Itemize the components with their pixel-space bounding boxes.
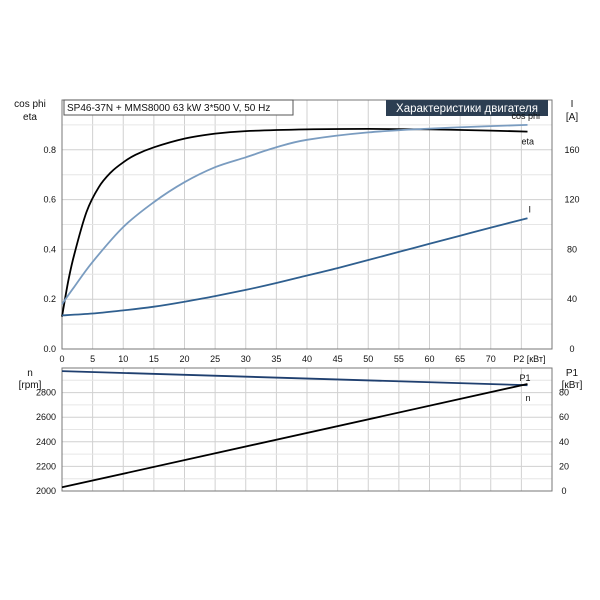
x-tick-label: 10 bbox=[118, 354, 128, 364]
y-right-tick-label: 160 bbox=[564, 145, 579, 155]
bottom-left-axis-label-n: n bbox=[27, 368, 33, 379]
bottom-right-axis-label-p1: P1 bbox=[566, 368, 579, 379]
y2-left-tick-label: 2400 bbox=[36, 437, 56, 447]
top-plot-frame bbox=[61, 99, 553, 350]
bottom-chart-grid bbox=[62, 368, 552, 491]
bottom-chart-series bbox=[61, 370, 528, 489]
left-axis-label-cosphi: cos phi bbox=[14, 99, 46, 110]
series-line-cos-phi bbox=[61, 124, 528, 305]
chart-title-box bbox=[386, 100, 548, 116]
series-label-cos-phi: cos phi bbox=[512, 111, 541, 121]
y2-left-tick-label: 2600 bbox=[36, 412, 56, 422]
chart-title: Характеристики двигателя bbox=[396, 103, 538, 115]
x-tick-label: P2 [кВт] bbox=[513, 354, 545, 364]
x-tick-label: 65 bbox=[455, 354, 465, 364]
y2-left-tick-label: 2200 bbox=[36, 461, 56, 471]
y2-right-tick-label: 0 bbox=[561, 486, 566, 496]
model-label: SP46-37N + MMS8000 63 kW 3*500 V, 50 Hz bbox=[67, 103, 270, 114]
x-tick-label: 60 bbox=[424, 354, 434, 364]
x-tick-label: 5 bbox=[90, 354, 95, 364]
y2-left-tick-label: 2800 bbox=[36, 388, 56, 398]
y-left-tick-label: 0.4 bbox=[43, 244, 56, 254]
bottom-right-axis-label-kw: [кВт] bbox=[562, 380, 583, 391]
y-right-tick-label: 0 bbox=[569, 344, 574, 354]
y-right-tick-label: 80 bbox=[567, 244, 577, 254]
x-tick-label: 55 bbox=[394, 354, 404, 364]
right-axis-label-i: I bbox=[571, 99, 574, 110]
left-axis-label-eta: eta bbox=[23, 112, 37, 123]
top-chart-grid bbox=[62, 100, 552, 349]
series-line-p1 bbox=[61, 383, 528, 489]
y-right-tick-label: 120 bbox=[564, 195, 579, 205]
series-line-n bbox=[61, 370, 528, 387]
series-line-eta bbox=[61, 127, 528, 317]
x-tick-label: 70 bbox=[486, 354, 496, 364]
series-label-p1: P1 bbox=[520, 373, 531, 383]
x-tick-label: 20 bbox=[179, 354, 189, 364]
x-tick-label: 35 bbox=[271, 354, 281, 364]
y-right-tick-label: 40 bbox=[567, 294, 577, 304]
series-label-n: n bbox=[526, 393, 531, 403]
bottom-plot-frame bbox=[61, 367, 553, 492]
series-line-i bbox=[61, 217, 528, 317]
y2-right-tick-label: 40 bbox=[559, 437, 569, 447]
y2-right-tick-label: 20 bbox=[559, 461, 569, 471]
y2-right-tick-label: 80 bbox=[559, 388, 569, 398]
top-chart-series bbox=[61, 124, 528, 317]
y-left-tick-label: 0.2 bbox=[43, 294, 56, 304]
series-labels: cos phi eta I P1 n bbox=[512, 111, 541, 403]
x-tick-label: 15 bbox=[149, 354, 159, 364]
y2-right-tick-label: 60 bbox=[559, 412, 569, 422]
y-left-tick-label: 0.8 bbox=[43, 145, 56, 155]
axis-tick-labels: 0 5 10 15 20 25 30 35 40 45 50 55 60 65 70 P2 [кВт]0.00… bbox=[36, 145, 580, 496]
y-left-tick-label: 0.0 bbox=[43, 344, 56, 354]
x-tick-label: 45 bbox=[333, 354, 343, 364]
y2-left-tick-label: 2000 bbox=[36, 486, 56, 496]
x-tick-label: 30 bbox=[241, 354, 251, 364]
x-tick-label: 40 bbox=[302, 354, 312, 364]
model-label-box bbox=[63, 99, 294, 116]
right-axis-label-a: [A] bbox=[566, 112, 578, 123]
x-tick-label: 50 bbox=[363, 354, 373, 364]
bottom-left-axis-label-rpm: [rpm] bbox=[19, 380, 42, 391]
y-left-tick-label: 0.6 bbox=[43, 195, 56, 205]
x-tick-label: 0 bbox=[59, 354, 64, 364]
series-label-i: I bbox=[529, 204, 532, 214]
x-tick-label: 25 bbox=[210, 354, 220, 364]
series-label-eta: eta bbox=[522, 137, 535, 147]
